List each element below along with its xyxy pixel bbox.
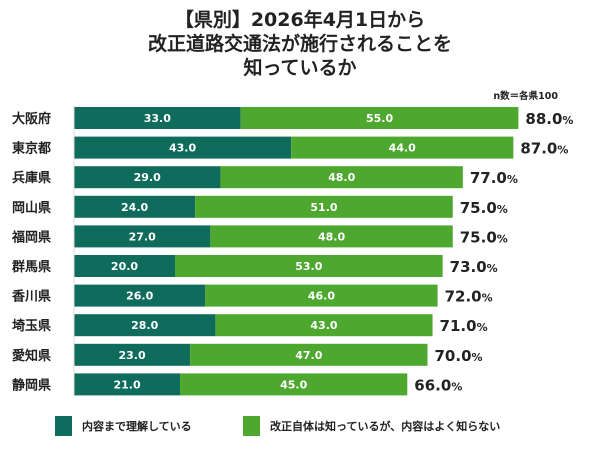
percent-unit: % [497,232,508,245]
total-label: 87.0% [520,140,568,158]
bar-segment [190,343,428,366]
data-label: 24.0 [121,201,148,214]
category-label: 埼玉県 [12,318,51,334]
bar-segment [74,225,211,248]
data-label: 48.0 [328,171,355,184]
bar-segment [291,136,514,159]
category-label: 兵庫県 [12,170,51,186]
data-label: 43.0 [310,319,337,332]
percent-unit: % [451,380,462,393]
bar-segment [74,255,175,277]
data-label: 21.0 [113,378,140,391]
bar-segment [74,314,216,337]
percent-unit: % [482,292,493,305]
bar-segment [74,343,191,366]
legend-swatch-light [243,416,260,436]
category-label: 群馬県 [12,259,51,275]
data-label: 28.0 [131,319,158,332]
percent-unit: % [472,351,483,364]
bar-segment [180,373,408,396]
percent-unit: % [557,144,568,157]
data-label: 33.0 [144,112,171,125]
title-line-2: 改正道路交通法が施行されることを [147,33,452,55]
data-label: 51.0 [310,201,337,214]
total-label: 75.0% [460,199,508,217]
bar-segment [220,166,463,189]
category-label: 香川県 [11,289,51,305]
data-label: 43.0 [169,142,196,155]
category-label: 福岡県 [11,229,51,245]
total-label: 70.0% [435,347,483,365]
category-label: 静岡県 [12,377,51,393]
total-label: 66.0% [414,376,462,394]
bar-segment [195,195,453,218]
bar-segment [74,284,206,307]
total-label: 75.0% [460,228,508,246]
total-label: 72.0% [445,288,493,306]
percent-unit: % [487,262,498,275]
data-label: 55.0 [366,112,393,125]
total-label: 73.0% [450,258,498,276]
bar-segment [175,255,443,277]
bar-segment [74,136,292,159]
category-label: 愛知県 [12,348,51,364]
category-label: 大阪府 [12,111,51,127]
legend-label: 内容まで理解している [82,420,192,433]
total-label: 77.0% [470,169,518,187]
bar-segment [74,107,241,129]
legend-item-aware: 改正自体は知っているが、内容はよく知らない [243,416,500,436]
total-label: 88.0% [525,110,573,128]
data-label: 46.0 [308,290,335,303]
percent-unit: % [562,114,573,127]
data-label: 26.0 [126,290,153,303]
legend-swatch-dark [55,416,72,436]
bar-segment [210,225,453,248]
bar-segment [74,166,221,189]
percent-unit: % [507,173,518,186]
bar-segment [74,195,196,218]
data-label: 23.0 [119,349,146,362]
category-label: 東京都 [12,141,51,157]
data-label: 48.0 [318,230,345,243]
data-label: 29.0 [134,171,161,184]
bar-segment [205,284,438,307]
data-label: 47.0 [295,349,322,362]
data-label: 53.0 [295,260,322,273]
data-label: 44.0 [389,142,416,155]
data-label: 27.0 [129,230,156,243]
percent-unit: % [477,321,488,334]
bar-segment [74,373,181,396]
title-line-3: 知っているか [243,57,357,79]
total-label: 71.0% [440,317,488,335]
bar-segment [215,314,433,337]
sample-size-note: n数＝各県100 [493,91,558,102]
data-label: 20.0 [111,260,138,273]
bar-segment [240,107,519,129]
legend-item-understand: 内容まで理解している [55,416,192,436]
data-label: 45.0 [280,378,307,391]
legend-label: 改正自体は知っているが、内容はよく知らない [270,420,501,433]
chart-title: 【県別】2026年4月1日から 改正道路交通法が施行されることを 知っているか [0,8,600,80]
percent-unit: % [497,203,508,216]
category-label: 岡山県 [12,200,51,216]
title-line-1: 【県別】2026年4月1日から [174,9,426,31]
